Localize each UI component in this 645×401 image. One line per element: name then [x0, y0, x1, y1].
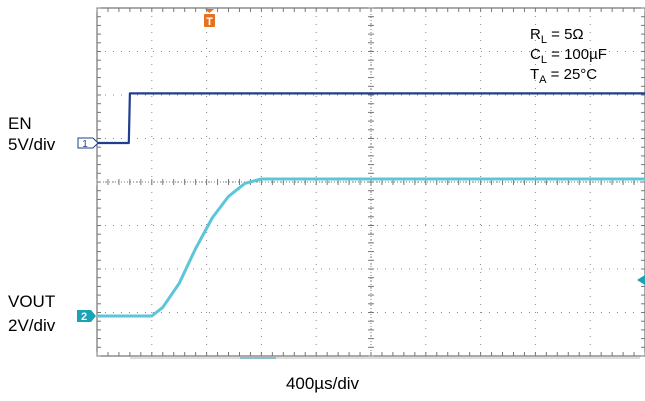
channel2-marker-label: 2	[81, 311, 87, 323]
markers: 1 2 T	[77, 9, 645, 359]
condition-ambient-temperature: TA = 25°C	[530, 66, 598, 86]
channel1-name: EN	[8, 114, 32, 133]
channel1-scale: 5V/div	[8, 135, 56, 154]
time-scale-label: 400µs/div	[285, 374, 360, 393]
channel1-marker-label: 1	[82, 139, 88, 150]
traces	[97, 92, 645, 318]
trace-en	[97, 92, 645, 145]
channel1-marker	[77, 137, 99, 149]
channel2-scale: 2V/div	[8, 316, 56, 335]
trace-vout	[97, 177, 645, 318]
graticule	[96, 7, 645, 357]
channel2-marker	[77, 310, 96, 322]
trigger-arrow	[205, 9, 214, 13]
trigger-marker-label: T	[206, 16, 213, 28]
channel2-name: VOUT	[8, 292, 56, 311]
condition-load-capacitance: CL = 100µF	[530, 46, 607, 66]
trigger-marker	[204, 14, 215, 27]
trigger-level-marker	[637, 275, 645, 285]
condition-load-resistance: RL = 5Ω	[530, 26, 584, 46]
